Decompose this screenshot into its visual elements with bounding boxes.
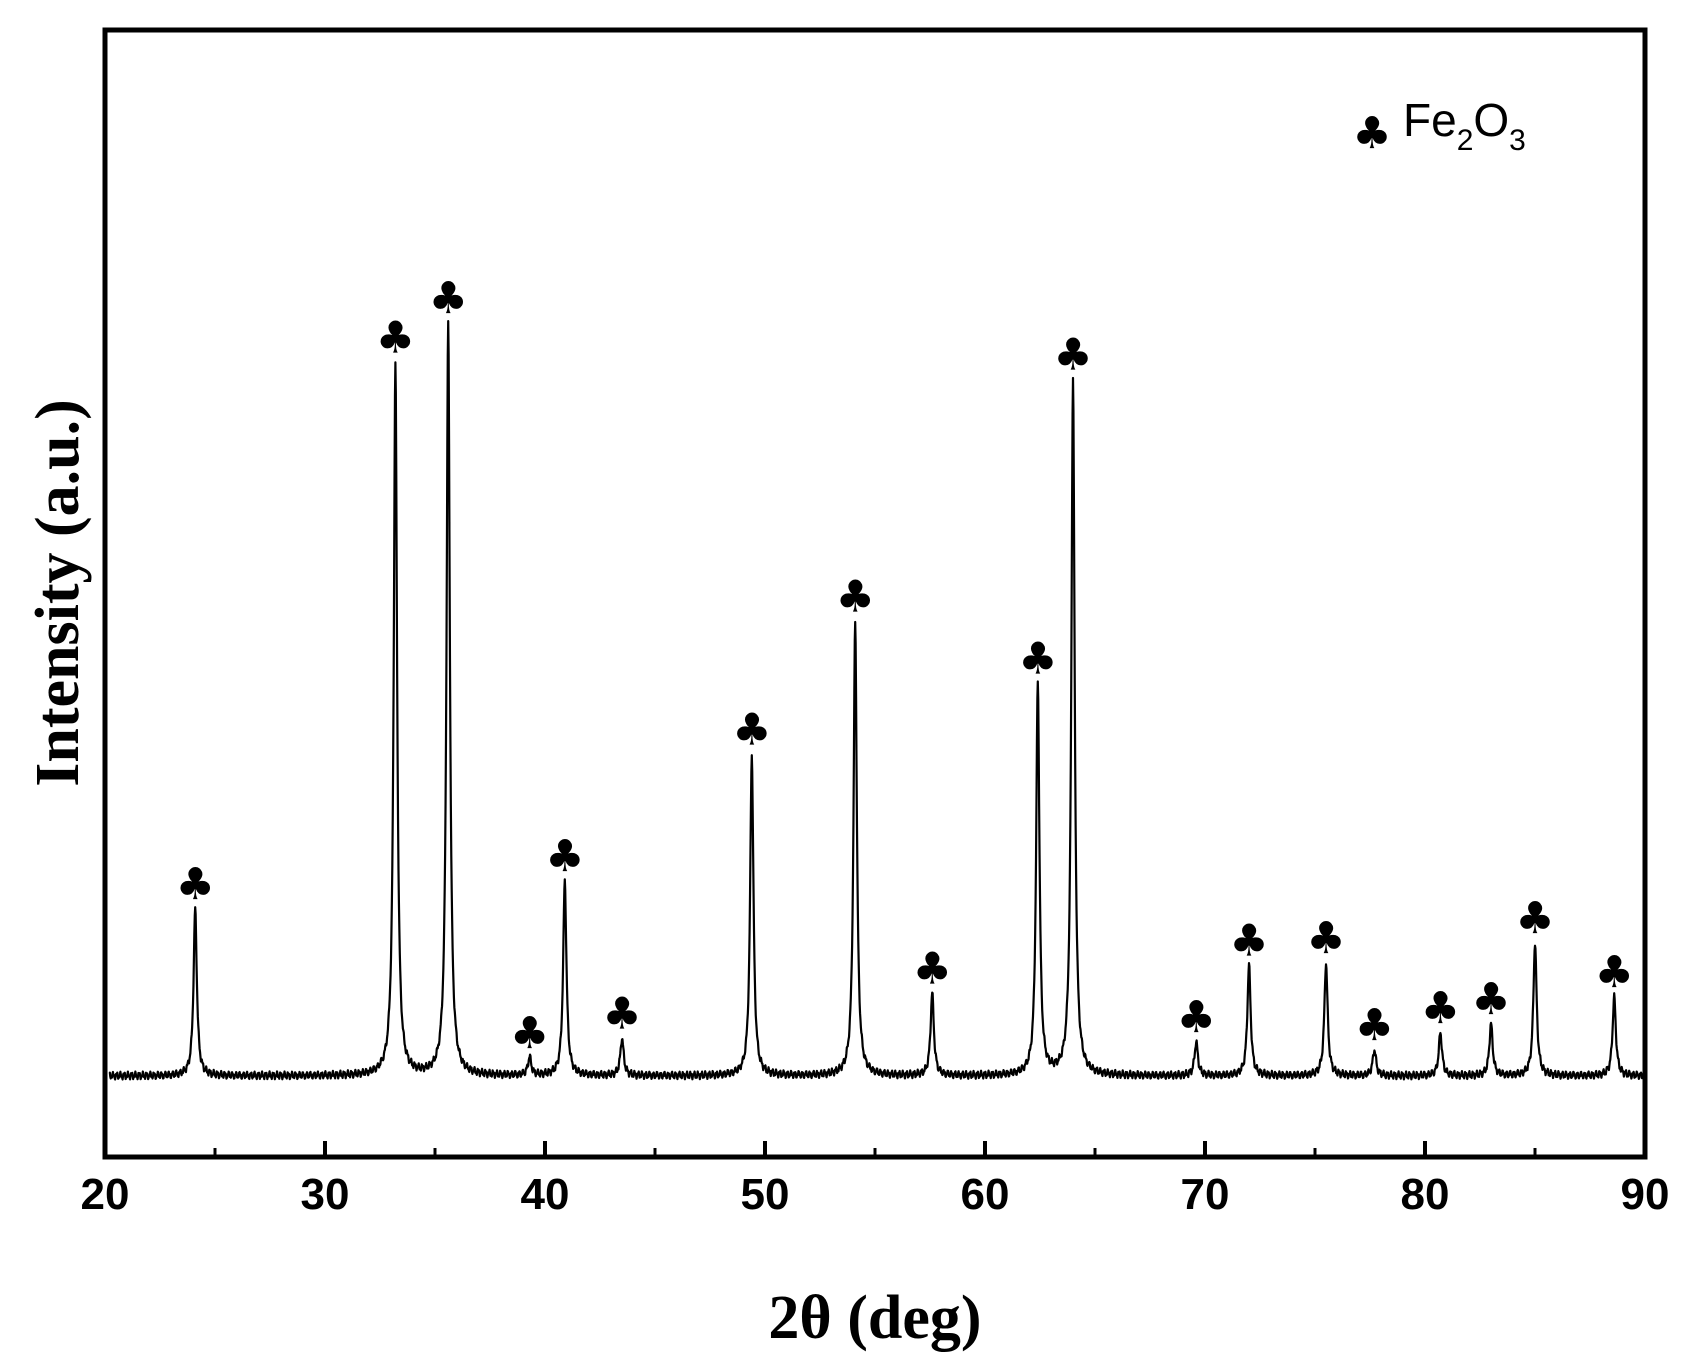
peak-marker-club-icon: ♣ (1421, 983, 1460, 1034)
series-line-fe2o3 (108, 319, 1647, 1081)
peak-marker-club-icon: ♣ (602, 989, 641, 1040)
legend-label-fe: Fe (1403, 94, 1457, 146)
legend-label: Fe2O3 (1403, 94, 1526, 157)
peak-marker-club-icon: ♣ (732, 705, 771, 756)
peak-marker-club-icon: ♣ (545, 831, 584, 882)
x-tick-label: 80 (1401, 1170, 1450, 1219)
x-axis-ticks (103, 1141, 1647, 1157)
peak-marker-club-icon: ♣ (1306, 913, 1345, 964)
peak-markers: ♣♣♣♣♣♣♣♣♣♣♣♣♣ ♣♣ ♣ ♣♣♣ (175, 273, 1633, 1059)
peak-marker-club-icon: ♣ (1176, 992, 1215, 1043)
legend-label-sub-3: 3 (1509, 124, 1526, 157)
x-tick-label: 50 (741, 1170, 790, 1219)
peak-marker-club-icon: ♣ (1229, 915, 1268, 966)
x-tick-label: 90 (1621, 1170, 1670, 1219)
peak-marker-club-icon: ♣ (428, 273, 467, 324)
x-tick-label: 60 (961, 1170, 1010, 1219)
peak-marker-club-icon: ♣ (912, 944, 951, 995)
legend-label-o: O (1473, 94, 1509, 146)
peak-marker-club-icon: ♣ (376, 312, 415, 363)
x-tick-label: 30 (301, 1170, 350, 1219)
x-tick-label: 70 (1181, 1170, 1230, 1219)
x-tick-label: 40 (521, 1170, 570, 1219)
legend-club-icon: ♣ (1352, 108, 1391, 159)
peak-marker-club-icon: ♣ (1594, 947, 1633, 998)
peak-marker-club-icon: ♣ (1515, 893, 1554, 944)
legend: ♣ Fe2O3 (1352, 94, 1526, 159)
peak-marker-club-icon: ♣ (510, 1008, 549, 1059)
x-tick-label: 20 (81, 1170, 130, 1219)
plot-frame (102, 27, 1648, 1160)
peak-marker-club-icon: ♣ (835, 572, 874, 623)
peak-marker-club-icon: ♣ (1355, 1000, 1394, 1051)
peak-marker-club-icon: ♣ (1053, 329, 1092, 380)
legend-label-sub-2: 2 (1457, 124, 1474, 157)
x-axis-tick-labels: 20 30 40 50 60 70 80 90 (81, 1170, 1670, 1219)
peak-marker-club-icon: ♣ (175, 859, 214, 910)
peak-marker-club-icon: ♣ (1471, 974, 1510, 1025)
peak-marker-club-icon: ♣ (1018, 634, 1057, 685)
y-axis-title: Intensity (a.u.) (24, 399, 92, 787)
x-axis-title: 2θ (deg) (768, 1284, 981, 1352)
